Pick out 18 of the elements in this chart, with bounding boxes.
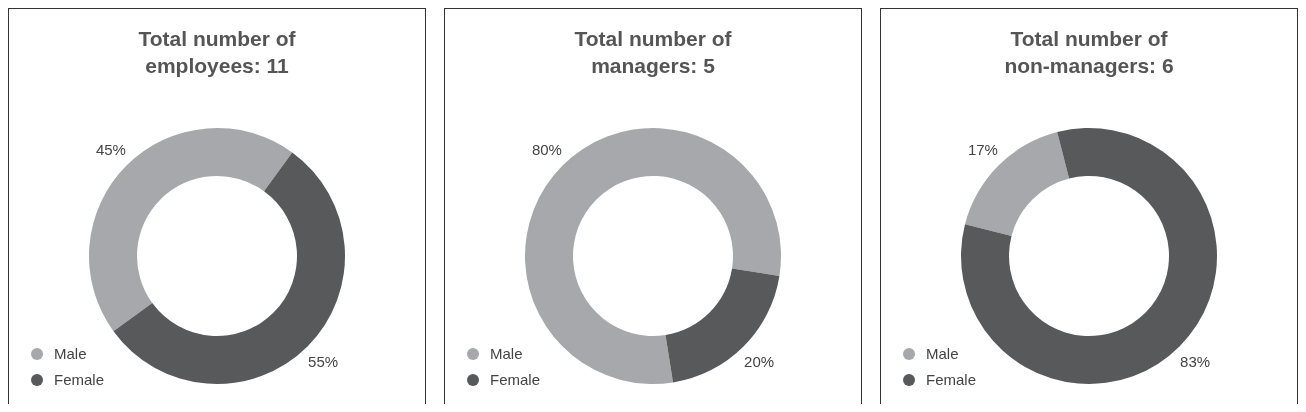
data-label: 45% <box>95 141 126 159</box>
legend-label: Male <box>490 345 523 363</box>
donut-slice <box>965 132 1070 237</box>
data-label: 83% <box>1180 353 1211 371</box>
legend-label: Male <box>54 345 87 363</box>
data-label: 20% <box>744 353 775 371</box>
data-label: 17% <box>967 141 998 159</box>
donut-slice <box>89 128 293 332</box>
chart-title: Total number of managers: 5 <box>574 27 733 77</box>
legend-label: Female <box>490 371 541 389</box>
chart-title: Total number of employees: 11 <box>138 27 297 77</box>
legend-label: Female <box>926 371 977 389</box>
legend-label: Male <box>926 345 959 363</box>
chart-title: Total number of non-managers: 6 <box>1004 27 1174 77</box>
data-label: 80% <box>531 141 562 159</box>
donut-slice <box>665 268 780 383</box>
data-label: 55% <box>308 353 339 371</box>
legend-label: Female <box>54 371 105 389</box>
